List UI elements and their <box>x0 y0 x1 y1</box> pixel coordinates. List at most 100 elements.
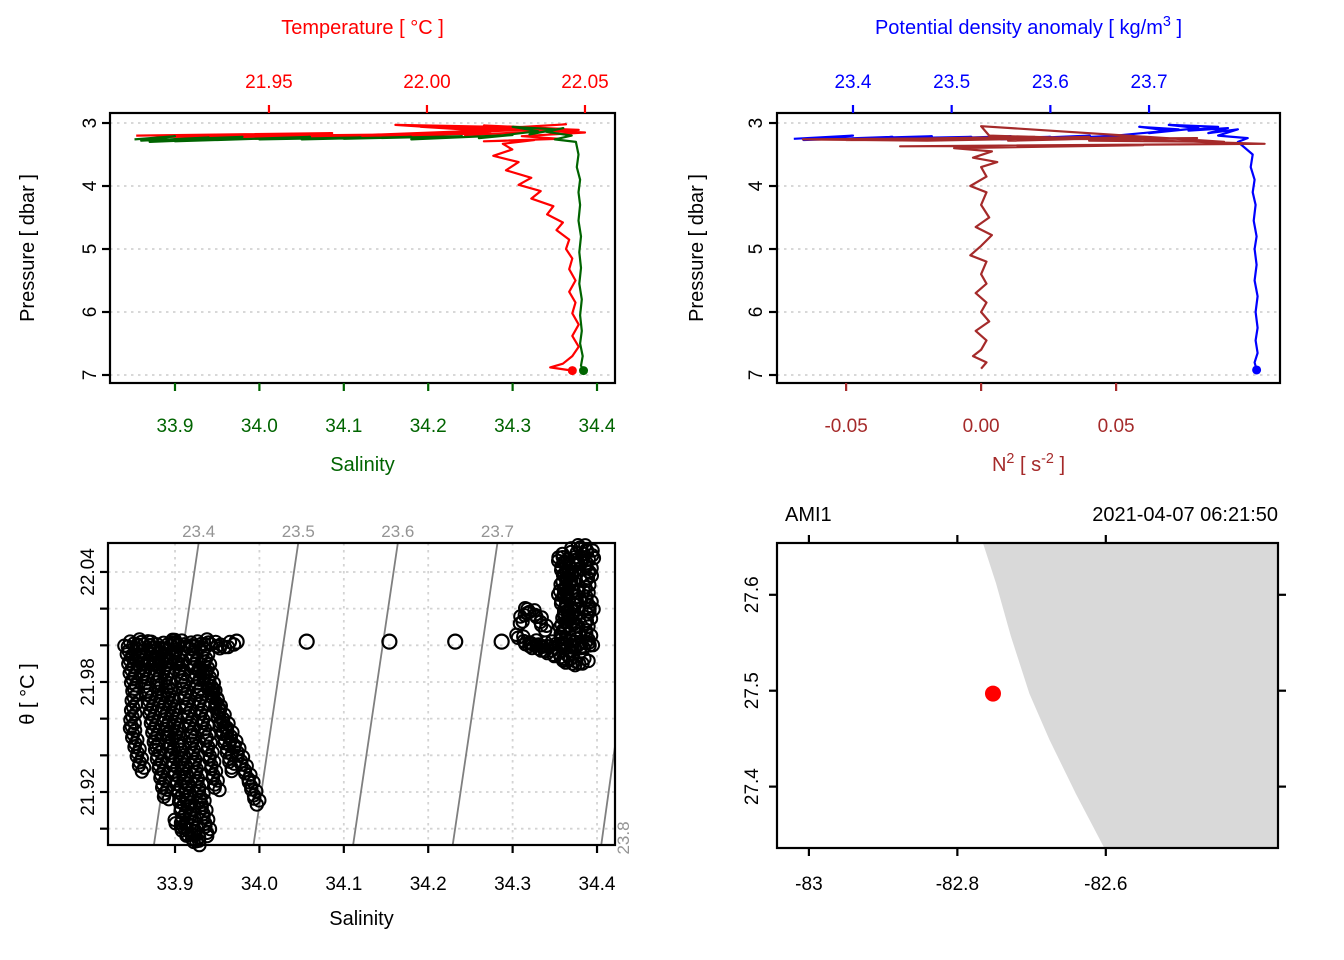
tick-label: 5 <box>746 244 767 255</box>
scatter-point <box>447 633 464 650</box>
axis-title: Pressure [ dbar ] <box>686 174 708 322</box>
tick-label: 4 <box>80 180 101 191</box>
series-layer <box>793 123 1266 375</box>
lon-tick-label: -82.8 <box>936 874 979 895</box>
scatter-point <box>581 564 596 579</box>
scatter-point <box>170 637 185 652</box>
isopycnal-top-label: 23.6 <box>381 522 414 541</box>
scatter-point <box>191 833 207 848</box>
temperature-end-dot <box>567 366 577 376</box>
tick-label: 6 <box>80 307 101 318</box>
scatter-point <box>585 637 601 653</box>
tick-label: 21.92 <box>78 768 99 816</box>
temperature-line <box>136 123 587 372</box>
lat-tick-label: 27.5 <box>742 672 763 709</box>
tick-label: 34.4 <box>579 874 616 895</box>
scatter-point <box>558 655 573 670</box>
temperature-axis: 21.95 22.00 22.05 Temperature [ °C ] <box>245 17 609 113</box>
isopycnal-right-label: 23.8 <box>614 821 633 854</box>
map-layer <box>982 543 1278 848</box>
tick-label: 34.2 <box>410 416 447 437</box>
tick-label: 23.7 <box>1131 72 1168 93</box>
tick-label: 34.1 <box>325 416 362 437</box>
scatter-point <box>134 764 150 779</box>
scatter-point <box>210 773 225 788</box>
axis-title: θ [ °C ] <box>17 663 39 724</box>
map-axes: -83 -82.8 -82.6 27.6 27.5 27.4 <box>742 535 1286 895</box>
axis-title: Salinity <box>329 908 393 930</box>
pressure-axis: 3 4 5 6 7 Pressure [ dbar ] <box>686 118 777 381</box>
tick-label: 33.9 <box>157 416 194 437</box>
scatter-point <box>298 633 315 650</box>
scatter-point <box>159 651 174 666</box>
plot-box <box>106 541 617 847</box>
scatter-point <box>125 649 140 664</box>
tick-label: 22.00 <box>403 72 451 93</box>
scatter-point <box>167 635 183 650</box>
panel-profile-density-n2: 23.4 23.5 23.6 23.7 Potential density anomal… <box>686 14 1282 476</box>
axis-title: Pressure [ dbar ] <box>17 174 39 322</box>
scatter-point <box>226 637 242 652</box>
scatter-point <box>133 634 149 650</box>
tick-label: -0.05 <box>824 416 867 437</box>
scatter-point <box>561 564 576 579</box>
tick-label: 23.6 <box>1032 72 1069 93</box>
tick-label: 34.0 <box>241 874 278 895</box>
tick-label: 7 <box>746 370 767 381</box>
tick-label: 23.5 <box>933 72 970 93</box>
isopycnal-23.8 <box>600 746 616 846</box>
scatter-point <box>202 821 218 837</box>
tick-label: 3 <box>746 118 767 129</box>
tick-label: 0.00 <box>963 416 1000 437</box>
theta-axis: 22.04 21.98 21.92 θ [ °C ] <box>17 548 108 830</box>
axis-title: N2 [ s-2 ] <box>992 451 1065 476</box>
coastline-land <box>982 543 1278 848</box>
scatter-point <box>161 792 177 807</box>
tick-label: 6 <box>746 307 767 318</box>
tick-label: 22.04 <box>78 548 99 596</box>
tick-label: 21.95 <box>245 72 293 93</box>
scatter-point <box>525 636 540 652</box>
panel-map: -83 -82.8 -82.6 27.6 27.5 27.4 AMI1 2021-04-07 … <box>742 504 1286 895</box>
scatter-point <box>124 719 139 734</box>
lon-tick-label: -82.6 <box>1084 874 1127 895</box>
tick-label: 23.4 <box>834 72 871 93</box>
tick-label: 34.3 <box>494 874 531 895</box>
potential-density-line <box>793 123 1259 371</box>
isopycnal-23.7 <box>451 542 499 846</box>
scatter-point <box>228 633 245 650</box>
tick-label: 7 <box>80 370 101 381</box>
tick-label: 5 <box>80 244 101 255</box>
scatter-point <box>557 623 572 639</box>
tick-label: 4 <box>746 180 767 191</box>
axis-title: Salinity <box>330 454 394 476</box>
salinity-end-dot <box>579 366 589 376</box>
plot-box <box>108 111 617 385</box>
tick-label: 34.3 <box>494 416 531 437</box>
series-layer <box>134 123 589 376</box>
plot-box <box>775 111 1282 385</box>
isopycnal-lines <box>153 542 616 846</box>
scatter-point <box>527 603 542 618</box>
lon-tick-label: -83 <box>795 874 822 895</box>
scatter-point <box>125 683 140 699</box>
lat-tick-label: 27.4 <box>742 768 763 805</box>
tick-label: 3 <box>80 118 101 129</box>
n2-axis: -0.05 0.00 0.05 N2 [ s-2 ] <box>824 383 1135 476</box>
tick-label: 0.05 <box>1098 416 1135 437</box>
potential-density-end-dot <box>1252 365 1262 375</box>
scatter-point <box>124 693 139 708</box>
isopycnal-23.6 <box>352 542 399 846</box>
scatter-point <box>585 543 600 558</box>
salinity-axis: 33.9 34.0 34.1 34.2 34.3 34.4 Salinity <box>157 383 616 476</box>
isopycnal-top-label: 23.5 <box>282 522 315 541</box>
isopycnal-top-label: 23.4 <box>182 522 215 541</box>
scatter-point <box>123 703 139 718</box>
plot-box <box>775 541 1280 850</box>
ts-scatter <box>117 538 602 853</box>
scatter-point <box>580 570 596 586</box>
scatter-point <box>168 654 183 669</box>
potential-density-axis: 23.4 23.5 23.6 23.7 Potential density anomal… <box>834 14 1182 113</box>
